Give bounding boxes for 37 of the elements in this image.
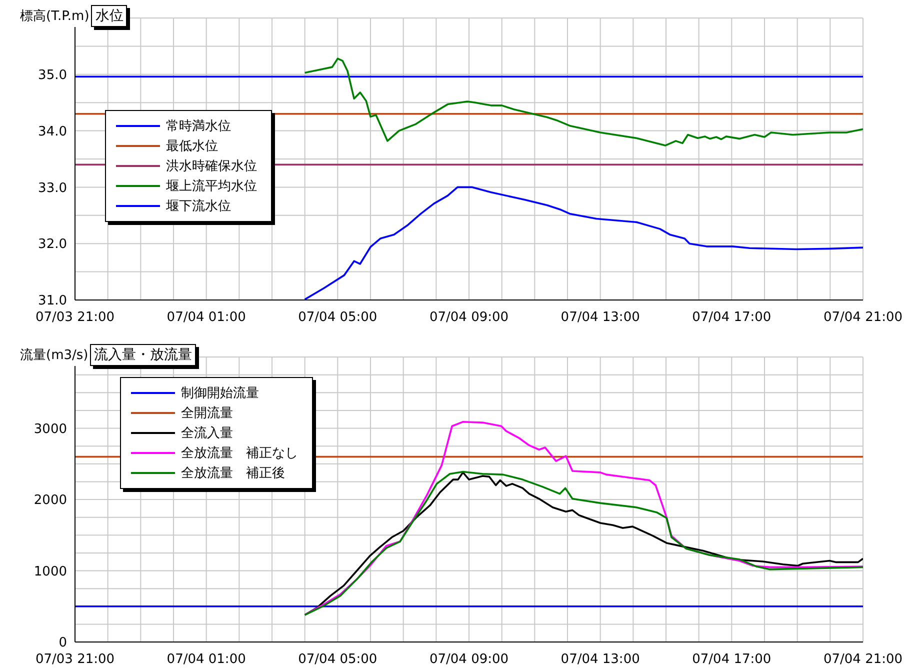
- legend-label: 全開流量: [181, 405, 233, 422]
- x-tick-label: 07/04 05:00: [298, 310, 378, 326]
- x-tick-label: 07/03 21:00: [35, 652, 115, 668]
- y-tick-label: 0: [58, 636, 67, 651]
- legend-label: 最低水位: [166, 138, 218, 155]
- x-tick-label: 07/04 13:00: [560, 652, 640, 668]
- y-tick-label: 1000: [34, 564, 67, 580]
- legend-label: 堰上流平均水位: [166, 178, 257, 195]
- y-tick-label: 3000: [34, 422, 67, 437]
- x-tick-label: 07/04 01:00: [166, 652, 246, 668]
- legend-label: 堰下流水位: [166, 198, 231, 215]
- y-axis-title: 標高(T.P.m): [20, 8, 90, 25]
- x-tick-label: 07/04 09:00: [429, 652, 509, 668]
- x-tick-label: 07/04 05:00: [298, 652, 378, 668]
- y-axis-title: 流量(m3/s): [20, 347, 88, 364]
- legend-label: 常時満水位: [166, 118, 231, 135]
- y-tick-label: 34.0: [38, 124, 67, 140]
- y-tick-label: 35.0: [38, 68, 67, 84]
- x-tick-label: 07/04 09:00: [429, 310, 509, 326]
- legend-label: 全流入量: [181, 425, 233, 442]
- chart-title: 水位: [91, 5, 128, 27]
- x-tick-label: 07/04 21:00: [823, 310, 903, 326]
- x-tick-label: 07/04 17:00: [692, 310, 772, 326]
- x-tick-label: 07/03 21:00: [35, 310, 115, 326]
- x-tick-label: 07/04 13:00: [560, 310, 640, 326]
- legend-label: 制御開始流量: [181, 385, 259, 402]
- y-tick-label: 32.0: [38, 237, 67, 252]
- legend-label: 全放流量 補正後: [181, 465, 285, 482]
- x-tick-label: 07/04 01:00: [166, 310, 246, 326]
- y-tick-label: 33.0: [38, 180, 67, 196]
- legend-label: 全放流量 補正なし: [181, 445, 298, 462]
- chart-title: 流入量・放流量: [90, 344, 196, 366]
- legend-label: 洪水時確保水位: [166, 158, 257, 175]
- y-tick-label: 2000: [34, 493, 67, 508]
- y-tick-label: 31.0: [38, 294, 67, 309]
- x-tick-label: 07/04 21:00: [823, 652, 903, 668]
- x-tick-label: 07/04 17:00: [692, 652, 772, 668]
